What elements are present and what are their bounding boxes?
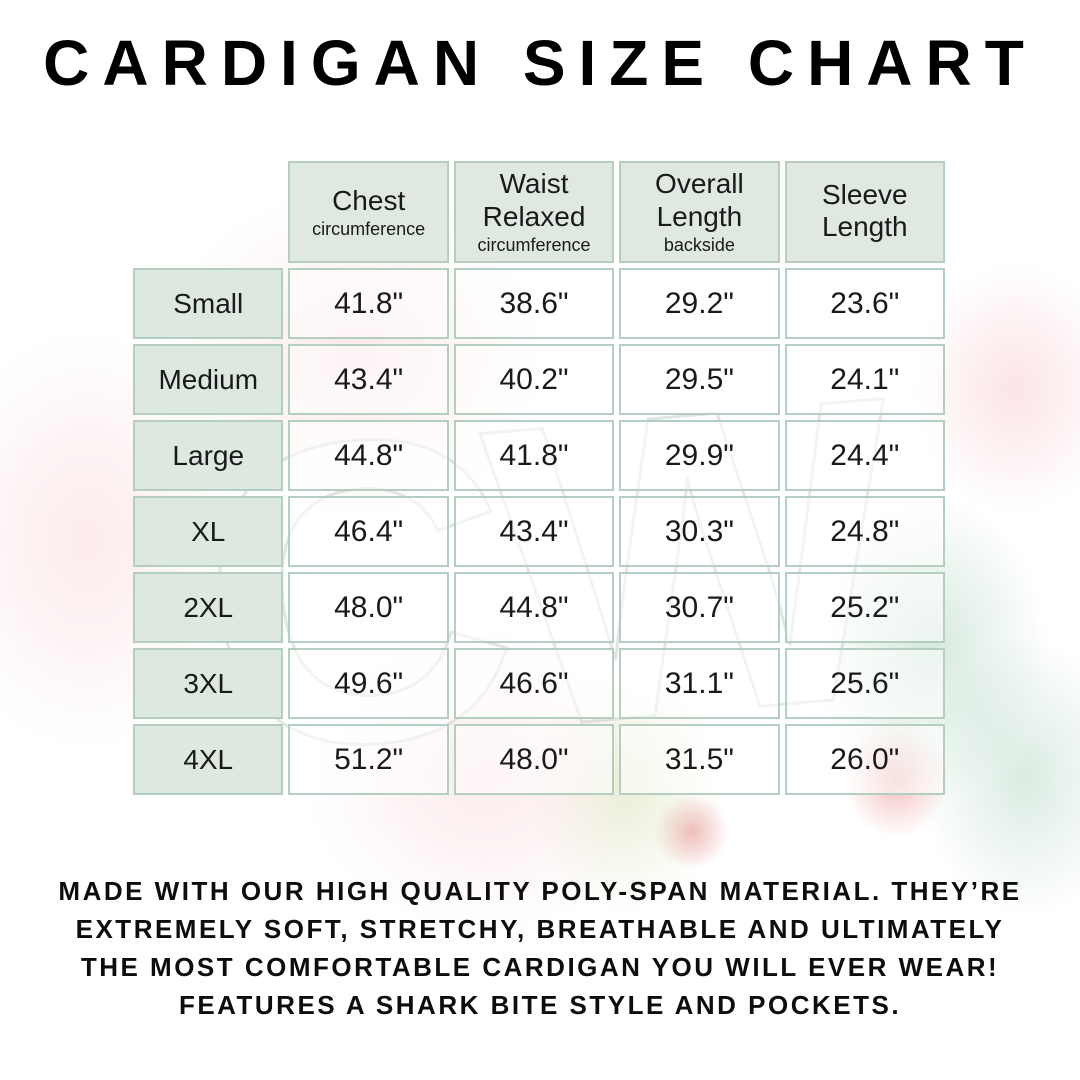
size-label: 2XL bbox=[133, 572, 284, 643]
blank-corner-cell bbox=[133, 161, 283, 263]
table-row-4xl: 4XL 51.2" 48.0" 31.5" 26.0" bbox=[133, 724, 945, 795]
length-value: 31.1" bbox=[619, 648, 780, 719]
waist-value: 44.8" bbox=[453, 572, 615, 643]
column-header-label: Overall Length bbox=[655, 168, 744, 232]
description-text: MADE WITH OUR HIGH QUALITY POLY-SPAN MAT… bbox=[40, 872, 1040, 1024]
chest-value: 49.6" bbox=[288, 648, 449, 719]
table-row-small: Small 41.8" 38.6" 29.2" 23.6" bbox=[133, 268, 945, 339]
column-header-sublabel: circumference bbox=[312, 218, 426, 239]
column-header-label: Waist Relaxed bbox=[482, 168, 586, 232]
column-header-sleeve-length: Sleeve Length bbox=[784, 161, 945, 263]
sleeve-value: 25.6" bbox=[784, 648, 945, 719]
length-value: 29.2" bbox=[619, 268, 780, 339]
page-title: CARDIGAN SIZE CHART bbox=[43, 27, 1037, 99]
description-line-2: EXTREMELY SOFT, STRETCHY, BREATHABLE AND… bbox=[75, 914, 1005, 944]
table-row-xl: XL 46.4" 43.4" 30.3" 24.8" bbox=[133, 496, 945, 567]
column-header-sublabel: circumference bbox=[477, 234, 591, 255]
waist-value: 46.6" bbox=[453, 648, 615, 719]
sleeve-value: 23.6" bbox=[784, 268, 945, 339]
column-header-label: Sleeve Length bbox=[821, 178, 908, 242]
table-row-3xl: 3XL 49.6" 46.6" 31.1" 25.6" bbox=[133, 648, 945, 719]
size-label: 4XL bbox=[133, 724, 284, 795]
size-label: XL bbox=[133, 496, 284, 567]
length-value: 30.7" bbox=[619, 572, 780, 643]
chest-value: 48.0" bbox=[288, 572, 449, 643]
sleeve-value: 24.8" bbox=[784, 496, 945, 567]
table-row-large: Large 44.8" 41.8" 29.9" 24.4" bbox=[133, 420, 945, 491]
size-label: Large bbox=[133, 420, 284, 491]
size-chart: Chest circumference Waist Relaxed circum… bbox=[128, 156, 950, 800]
header-row: Chest circumference Waist Relaxed circum… bbox=[133, 161, 945, 263]
size-label: 3XL bbox=[133, 648, 284, 719]
waist-value: 40.2" bbox=[453, 344, 615, 415]
column-header-overall-length: Overall Length backside bbox=[619, 161, 780, 263]
chest-value: 51.2" bbox=[288, 724, 449, 795]
description-line-3: THE MOST COMFORTABLE CARDIGAN YOU WILL E… bbox=[80, 952, 1000, 982]
waist-value: 48.0" bbox=[453, 724, 615, 795]
table-row-medium: Medium 43.4" 40.2" 29.5" 24.1" bbox=[133, 344, 945, 415]
sleeve-value: 25.2" bbox=[784, 572, 945, 643]
sleeve-value: 26.0" bbox=[784, 724, 945, 795]
size-label: Medium bbox=[133, 344, 284, 415]
sleeve-value: 24.1" bbox=[784, 344, 945, 415]
size-label: Small bbox=[133, 268, 284, 339]
description-line-4: FEATURES A SHARK BITE STYLE AND POCKETS. bbox=[178, 990, 902, 1020]
chest-value: 44.8" bbox=[288, 420, 449, 491]
size-chart-table: Chest circumference Waist Relaxed circum… bbox=[128, 156, 950, 800]
sleeve-value: 24.4" bbox=[784, 420, 945, 491]
length-value: 29.9" bbox=[619, 420, 780, 491]
length-value: 29.5" bbox=[619, 344, 780, 415]
length-value: 31.5" bbox=[619, 724, 780, 795]
chest-value: 43.4" bbox=[288, 344, 449, 415]
column-header-chest: Chest circumference bbox=[288, 161, 449, 263]
column-header-sublabel: backside bbox=[663, 234, 735, 255]
length-value: 30.3" bbox=[619, 496, 780, 567]
column-header-waist-relaxed: Waist Relaxed circumference bbox=[453, 161, 615, 263]
column-header-label: Chest bbox=[332, 184, 406, 216]
chest-value: 46.4" bbox=[288, 496, 449, 567]
waist-value: 41.8" bbox=[453, 420, 615, 491]
waist-value: 38.6" bbox=[453, 268, 615, 339]
description-line-1: MADE WITH OUR HIGH QUALITY POLY-SPAN MAT… bbox=[58, 876, 1022, 906]
waist-value: 43.4" bbox=[453, 496, 615, 567]
table-row-2xl: 2XL 48.0" 44.8" 30.7" 25.2" bbox=[133, 572, 945, 643]
chest-value: 41.8" bbox=[288, 268, 449, 339]
